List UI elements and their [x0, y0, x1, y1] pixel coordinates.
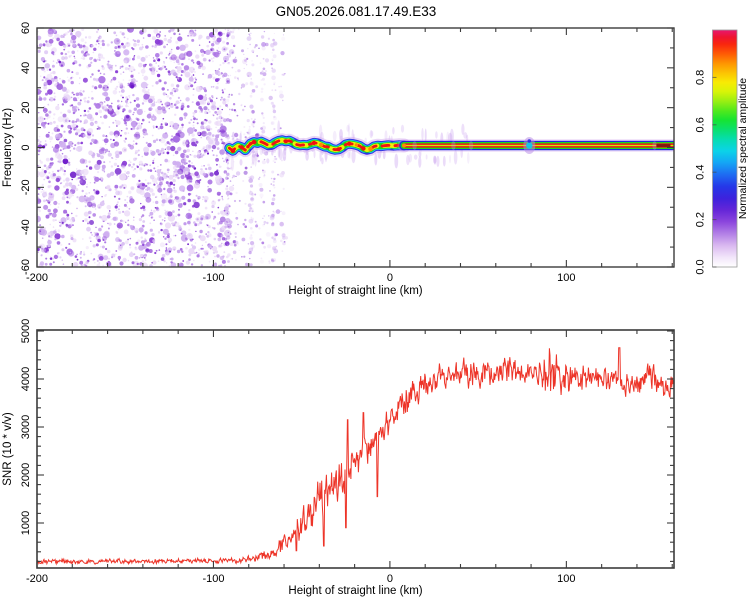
spectrogram-ylabel: Frequency (Hz) [2, 108, 14, 187]
spectrogram-xlabel: Height of straight line (km) [288, 285, 422, 297]
colorbar-tick-label: 0.4 [695, 165, 707, 180]
y-tick-label: 20 [20, 102, 32, 114]
x-tick-label: -100 [202, 272, 224, 284]
y-tick-label: 2000 [20, 463, 32, 487]
y-tick-label: 4000 [20, 367, 32, 391]
y-tick-label: 60 [20, 22, 32, 34]
x-tick-label: -100 [202, 573, 224, 585]
y-tick-label: 1000 [20, 511, 32, 535]
x-tick-label: 100 [557, 272, 575, 284]
snr-axes: -200 -100 0 100 1000 2000 3000 4000 5000 Height o… [2, 319, 675, 597]
snr-ylabel: SNR (10 * v/v) [2, 412, 14, 486]
x-tick-label: -200 [26, 272, 48, 284]
y-tick-label: 40 [20, 62, 32, 74]
colorbar-label: Normalized spectral amplitude [737, 78, 749, 219]
x-tick-label: -200 [26, 573, 48, 585]
y-tick-label: 0 [20, 144, 32, 150]
colorbar-tick-label: 0.0 [695, 259, 707, 274]
colorbar-tick-label: 0.8 [695, 70, 707, 85]
y-tick-label: 3000 [20, 415, 32, 439]
y-tick-label: -20 [20, 179, 32, 195]
x-tick-label: 0 [387, 272, 393, 284]
y-tick-label: -60 [20, 259, 32, 275]
colorbar: 0.0 0.2 0.4 0.6 0.8 Normalized spectral ampli… [695, 29, 749, 275]
x-tick-label: 100 [557, 573, 575, 585]
colorbar-tick-label: 0.2 [695, 212, 707, 227]
snr-panel: -200 -100 0 100 1000 2000 3000 4000 5000 Height o… [2, 319, 675, 597]
plot-title: GN05.2026.081.17.49.E33 [275, 4, 437, 19]
snr-series [37, 347, 674, 566]
y-tick-label: -40 [20, 219, 32, 235]
snr-xlabel: Height of straight line (km) [288, 585, 422, 597]
colorbar-tick-label: 0.6 [695, 117, 707, 132]
x-tick-label: 0 [387, 573, 393, 585]
y-tick-label: 5000 [20, 319, 32, 343]
